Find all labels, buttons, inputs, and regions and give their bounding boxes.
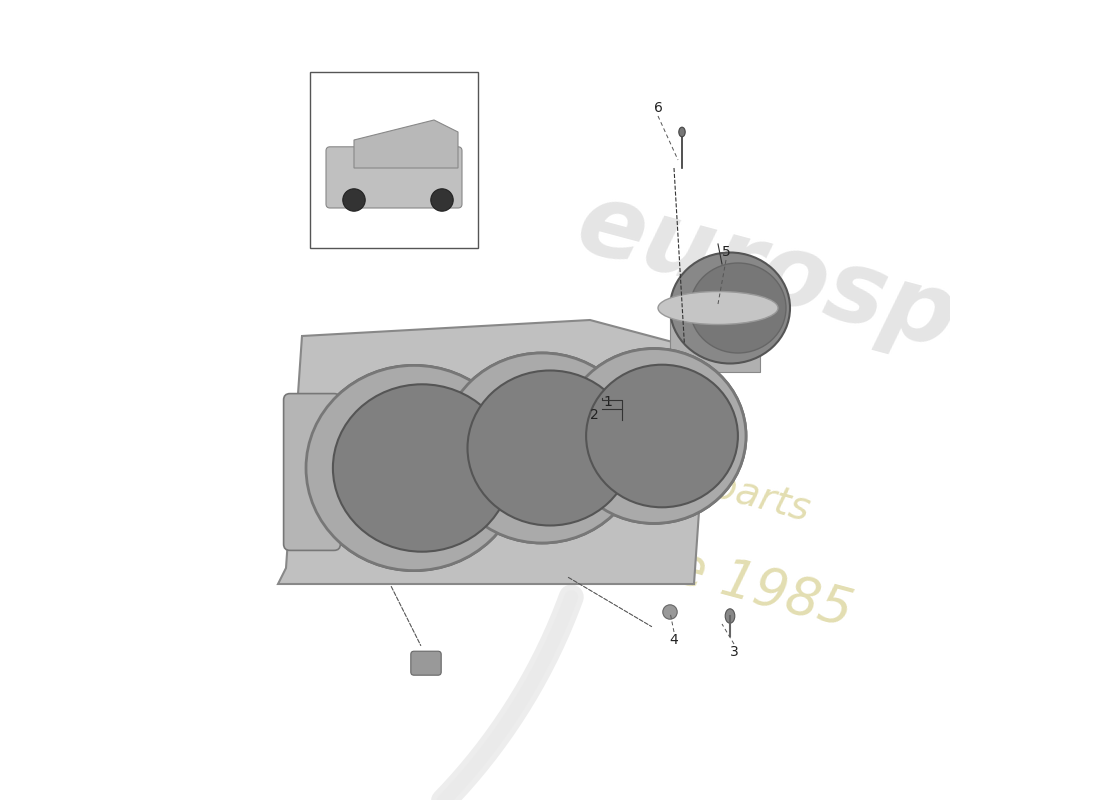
Text: 4: 4 bbox=[670, 633, 679, 647]
Text: 2: 2 bbox=[590, 408, 598, 422]
Polygon shape bbox=[354, 120, 458, 168]
Ellipse shape bbox=[562, 349, 746, 523]
Ellipse shape bbox=[679, 127, 685, 137]
Ellipse shape bbox=[586, 365, 738, 507]
Ellipse shape bbox=[343, 189, 365, 211]
Ellipse shape bbox=[330, 382, 514, 554]
Ellipse shape bbox=[431, 189, 453, 211]
Ellipse shape bbox=[442, 353, 642, 543]
Text: 5: 5 bbox=[722, 245, 730, 259]
Text: 6: 6 bbox=[653, 101, 662, 115]
Text: since 1985: since 1985 bbox=[566, 514, 857, 638]
Polygon shape bbox=[670, 308, 760, 372]
Ellipse shape bbox=[690, 263, 786, 353]
Ellipse shape bbox=[333, 384, 512, 552]
Bar bbox=[674, 352, 706, 372]
Ellipse shape bbox=[306, 366, 522, 570]
Ellipse shape bbox=[442, 353, 642, 543]
Ellipse shape bbox=[658, 291, 778, 325]
Ellipse shape bbox=[670, 253, 790, 363]
FancyBboxPatch shape bbox=[284, 394, 340, 550]
Ellipse shape bbox=[562, 349, 746, 523]
Text: 3: 3 bbox=[729, 645, 738, 659]
Text: 1: 1 bbox=[603, 395, 612, 410]
Ellipse shape bbox=[468, 370, 632, 526]
Text: eurospares: eurospares bbox=[566, 175, 1100, 433]
Polygon shape bbox=[278, 320, 710, 584]
Ellipse shape bbox=[663, 605, 678, 619]
Text: a passion for parts: a passion for parts bbox=[454, 398, 814, 530]
Ellipse shape bbox=[584, 362, 740, 510]
Ellipse shape bbox=[306, 366, 522, 570]
Bar bbox=[310, 72, 478, 248]
FancyBboxPatch shape bbox=[326, 146, 462, 208]
Ellipse shape bbox=[725, 609, 735, 623]
Ellipse shape bbox=[465, 368, 635, 528]
FancyBboxPatch shape bbox=[410, 651, 441, 675]
